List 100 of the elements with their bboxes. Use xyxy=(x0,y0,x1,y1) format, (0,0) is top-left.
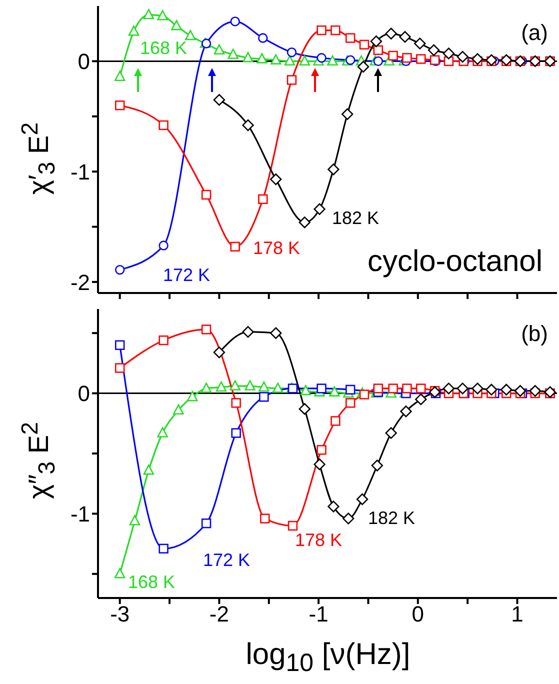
point xyxy=(115,100,125,110)
point xyxy=(373,56,384,66)
point xyxy=(158,335,168,346)
point xyxy=(115,363,125,373)
point xyxy=(316,445,326,455)
point xyxy=(258,33,268,43)
series-label: 178 K xyxy=(295,529,342,551)
point xyxy=(115,264,125,275)
point xyxy=(158,120,168,130)
point xyxy=(388,50,398,61)
point xyxy=(346,33,356,43)
point xyxy=(402,53,412,63)
point xyxy=(529,385,541,397)
point xyxy=(329,386,340,396)
series-label: 172 K xyxy=(203,549,250,571)
point xyxy=(143,8,154,20)
point xyxy=(256,53,268,64)
point xyxy=(316,53,326,63)
point xyxy=(399,31,411,43)
point xyxy=(171,20,182,30)
point xyxy=(242,52,254,62)
x-tick-label: -2 xyxy=(209,602,229,627)
annotation: cyclo-octanol xyxy=(366,244,544,280)
point xyxy=(158,240,168,250)
point xyxy=(272,382,284,393)
point xyxy=(258,381,270,392)
point xyxy=(213,94,226,106)
point xyxy=(356,493,368,506)
point xyxy=(286,48,297,58)
y-tick-label: -1 xyxy=(70,159,90,184)
point xyxy=(314,458,326,470)
point xyxy=(216,381,227,392)
point xyxy=(346,398,356,408)
point xyxy=(373,384,384,394)
point xyxy=(214,44,225,55)
point xyxy=(385,427,397,439)
point xyxy=(346,384,356,395)
point xyxy=(185,30,196,40)
point xyxy=(416,384,426,394)
point xyxy=(328,500,340,512)
y-tick-label: -1 xyxy=(70,502,90,527)
point xyxy=(346,55,356,65)
point xyxy=(299,55,310,66)
y-tick-label: 0 xyxy=(78,49,90,74)
point xyxy=(114,568,126,578)
point xyxy=(228,48,238,59)
point xyxy=(456,382,468,394)
point xyxy=(330,416,340,426)
point xyxy=(342,108,354,120)
point xyxy=(342,512,354,524)
annotation: (a) xyxy=(521,20,548,46)
point xyxy=(373,45,384,56)
point xyxy=(300,385,311,396)
point xyxy=(400,406,412,418)
x-tick-label: -1 xyxy=(308,602,328,627)
point xyxy=(231,398,241,408)
point xyxy=(314,203,326,215)
point xyxy=(385,28,397,40)
point xyxy=(486,384,498,396)
point xyxy=(242,326,254,338)
point xyxy=(371,460,384,472)
point xyxy=(270,54,282,64)
point xyxy=(157,10,168,20)
point xyxy=(213,346,226,358)
point xyxy=(258,194,268,204)
point xyxy=(173,404,184,414)
point xyxy=(201,190,212,200)
point xyxy=(230,380,240,390)
series-label: 168 K xyxy=(128,571,176,593)
point xyxy=(187,391,198,402)
point xyxy=(288,520,298,531)
x-axis-title: log$_{10}$ [ν(Hz)] xyxy=(244,637,412,679)
point xyxy=(270,327,282,339)
point xyxy=(442,48,455,60)
point xyxy=(415,393,427,406)
point xyxy=(359,40,370,50)
point xyxy=(143,464,154,475)
point xyxy=(129,515,140,526)
point xyxy=(260,514,270,524)
point xyxy=(357,60,370,73)
point xyxy=(298,403,310,415)
point xyxy=(200,382,212,393)
series-label: 168 K xyxy=(140,37,188,59)
series-label: 182 K xyxy=(368,507,416,529)
point xyxy=(442,382,455,394)
annotation: (b) xyxy=(521,320,548,348)
point xyxy=(244,380,256,390)
point xyxy=(370,35,382,48)
point xyxy=(286,75,297,85)
point xyxy=(157,427,168,438)
point xyxy=(128,26,140,36)
point xyxy=(402,384,412,394)
point xyxy=(472,382,484,394)
point xyxy=(316,25,326,36)
point xyxy=(114,70,126,81)
point xyxy=(230,16,240,26)
series-label: 172 K xyxy=(163,264,210,286)
point xyxy=(327,55,338,66)
x-tick-label: 1 xyxy=(511,602,524,627)
point xyxy=(388,384,398,394)
